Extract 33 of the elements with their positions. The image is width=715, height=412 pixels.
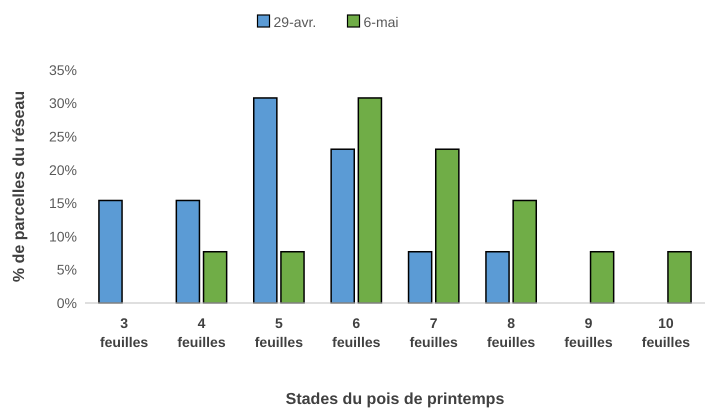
x-tick-label: 5 feuilles	[254, 315, 304, 350]
y-tick-label: 10%	[48, 228, 77, 244]
bar	[176, 200, 200, 304]
x-tick-label: 3 feuilles	[100, 315, 148, 350]
y-tick-label: 30%	[48, 95, 77, 112]
bar	[485, 250, 510, 304]
bar	[434, 148, 460, 304]
bar	[280, 250, 305, 304]
x-tick-label: 8 feuilles	[486, 315, 536, 350]
legend-label: 29-avr.	[274, 14, 316, 30]
x-tick-label: 9 feuilles	[564, 315, 613, 350]
legend-label: 6-mai	[364, 14, 399, 30]
bar	[590, 250, 614, 304]
bar	[202, 250, 228, 304]
bar	[408, 250, 432, 304]
y-tick-label: 20%	[48, 162, 77, 178]
y-tick-label: 25%	[48, 128, 77, 144]
x-tick-label: 6 feuilles	[332, 315, 381, 350]
y-axis-title: % de parcelles du réseau	[11, 90, 28, 282]
x-tick-label: 4 feuilles	[177, 315, 226, 350]
bar	[358, 97, 382, 304]
x-axis-title: Stades du pois de printemps	[286, 391, 504, 408]
bar	[667, 250, 692, 304]
x-tick-label: 10 feuilles	[642, 315, 690, 350]
x-tick-label: 7 feuilles	[410, 315, 458, 350]
y-tick-label: 5%	[56, 262, 77, 278]
y-tick-label: 15%	[48, 195, 77, 212]
bar	[330, 148, 356, 304]
bar	[252, 97, 278, 304]
bar	[98, 200, 123, 304]
bar	[512, 200, 538, 304]
y-tick-label: 0%	[56, 294, 77, 311]
y-tick-label: 35%	[48, 62, 77, 78]
